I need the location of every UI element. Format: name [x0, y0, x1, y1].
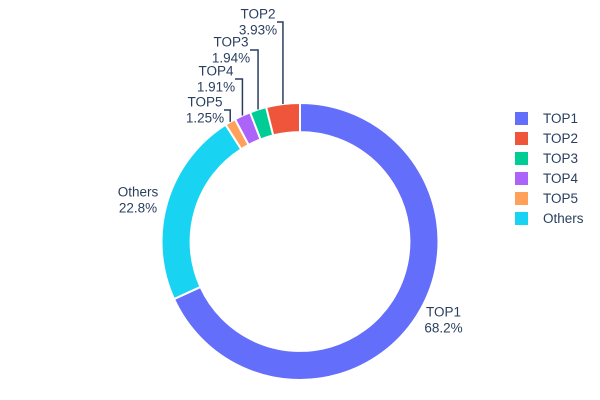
pie-slice-top2[interactable] — [265, 102, 301, 137]
legend-label-top1: TOP1 — [543, 110, 579, 126]
slice-label-top3: TOP3 — [213, 35, 248, 50]
legend-item-top3[interactable]: TOP3 — [515, 148, 584, 168]
legend-swatch-top2 — [515, 131, 528, 145]
legend-swatch-top1 — [515, 111, 528, 125]
legend-label-top3: TOP3 — [543, 150, 579, 166]
leader-line-top3 — [250, 49, 259, 110]
legend-swatch-top4 — [515, 171, 528, 185]
slice-percent-top5: 1.25% — [186, 110, 224, 125]
slice-label-top2: TOP2 — [240, 7, 275, 22]
slice-label-top4: TOP4 — [198, 64, 234, 79]
pie-slice-top1[interactable] — [173, 102, 440, 381]
leader-line-top5 — [224, 109, 231, 122]
leader-line-top4 — [235, 78, 244, 116]
legend-item-top1[interactable]: TOP1 — [515, 108, 584, 128]
legend-swatch-top5 — [515, 191, 528, 205]
legend-swatch-top3 — [515, 151, 528, 165]
slice-percent-top2: 3.93% — [239, 22, 277, 37]
pie-slice-others[interactable] — [160, 123, 243, 301]
legend-label-top2: TOP2 — [543, 130, 579, 146]
legend: TOP1 TOP2 TOP3 TOP4 TOP5 Others — [515, 108, 584, 228]
leader-line-top2 — [277, 21, 284, 105]
slice-percent-top4: 1.91% — [197, 79, 235, 94]
legend-item-top4[interactable]: TOP4 — [515, 168, 584, 188]
slice-label-top5: TOP5 — [187, 95, 222, 110]
slice-label-top1: TOP1 — [426, 305, 461, 320]
legend-item-top2[interactable]: TOP2 — [515, 128, 584, 148]
slice-percent-top3: 1.94% — [212, 50, 250, 65]
legend-label-others: Others — [543, 210, 584, 226]
slice-label-others: Others — [118, 185, 159, 200]
legend-item-top5[interactable]: TOP5 — [515, 188, 584, 208]
legend-swatch-others — [515, 211, 528, 225]
slice-percent-top1: 68.2% — [424, 320, 462, 335]
slice-percent-others: 22.8% — [119, 200, 157, 215]
legend-item-others[interactable]: Others — [515, 208, 584, 228]
legend-label-top5: TOP5 — [543, 190, 579, 206]
legend-label-top4: TOP4 — [543, 170, 579, 186]
